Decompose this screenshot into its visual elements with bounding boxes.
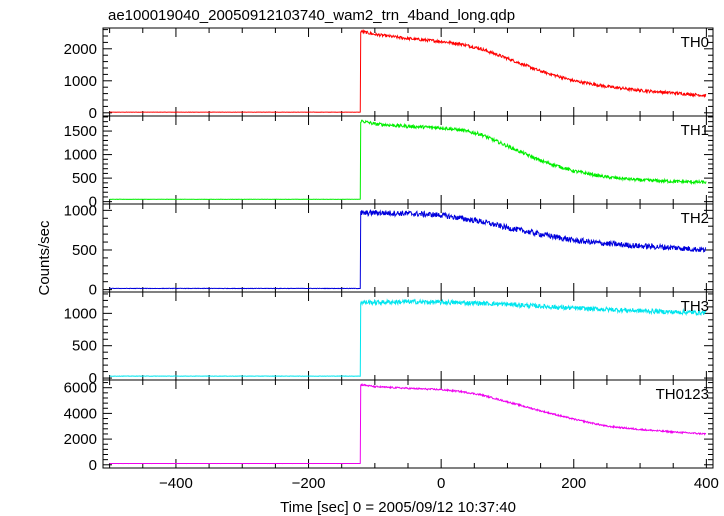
- y-tick-label: 4000: [64, 405, 97, 422]
- y-tick-label: 1000: [64, 202, 97, 219]
- y-tick-label: 0: [89, 105, 97, 122]
- panel-frame: [102, 291, 714, 381]
- y-tick-label: 500: [72, 242, 97, 259]
- x-axis-title: Time [sec] 0 = 2005/09/12 10:37:40: [280, 499, 516, 516]
- panel-frame: [102, 379, 714, 469]
- panel-label: TH1: [681, 122, 709, 139]
- panel-frame: [102, 203, 714, 293]
- panel-label: TH2: [681, 210, 709, 227]
- panel-th3: 0 500 1000 TH3: [64, 291, 714, 387]
- series-line-th2: [109, 209, 707, 290]
- panel-label: TH0: [681, 34, 709, 51]
- y-tick-label: 500: [72, 170, 97, 187]
- y-tick-label: 1000: [64, 147, 97, 164]
- series-line-th0: [109, 28, 707, 113]
- y-tick-label: 0: [89, 282, 97, 299]
- series-line-th1: [109, 119, 707, 200]
- panel-label: TH3: [681, 298, 709, 315]
- series-line-th3: [109, 298, 707, 377]
- panel-th2: 0 500 1000 TH2: [64, 202, 714, 299]
- y-tick-label: 500: [72, 338, 97, 355]
- y-axis-title: Counts/sec: [36, 220, 53, 296]
- x-tick-label: −400: [159, 475, 193, 492]
- y-tick-label: 6000: [64, 380, 97, 397]
- y-tick-label: 2000: [64, 41, 97, 58]
- x-tick-label: 200: [561, 475, 586, 492]
- x-tick-label: 400: [694, 475, 719, 492]
- panel-frame: [102, 115, 714, 205]
- y-tick-label: 2000: [64, 431, 97, 448]
- panel-th1: 0 500 1000 1500 TH1: [64, 115, 714, 211]
- chart-title: ae100019040_20050912103740_wam2_trn_4ban…: [108, 7, 515, 24]
- y-tick-label: 1500: [64, 123, 97, 140]
- y-tick-label: 1000: [64, 73, 97, 90]
- y-tick-label: 0: [89, 457, 97, 474]
- y-tick-label: 0: [89, 370, 97, 387]
- panel-th0: 0 1000 2000 TH0: [64, 27, 714, 122]
- panel-label: TH0123: [656, 386, 709, 403]
- x-tick-label: −200: [292, 475, 326, 492]
- y-tick-label: 0: [89, 194, 97, 211]
- series-line-th0123: [109, 382, 707, 465]
- y-tick-label: 1000: [64, 305, 97, 322]
- x-tick-label: 0: [437, 475, 445, 492]
- x-axis: −400 −200 0 200 400: [159, 475, 719, 492]
- panel-th0123: 0 2000 4000 6000 TH0123: [64, 379, 714, 474]
- panel-frame: [102, 27, 714, 117]
